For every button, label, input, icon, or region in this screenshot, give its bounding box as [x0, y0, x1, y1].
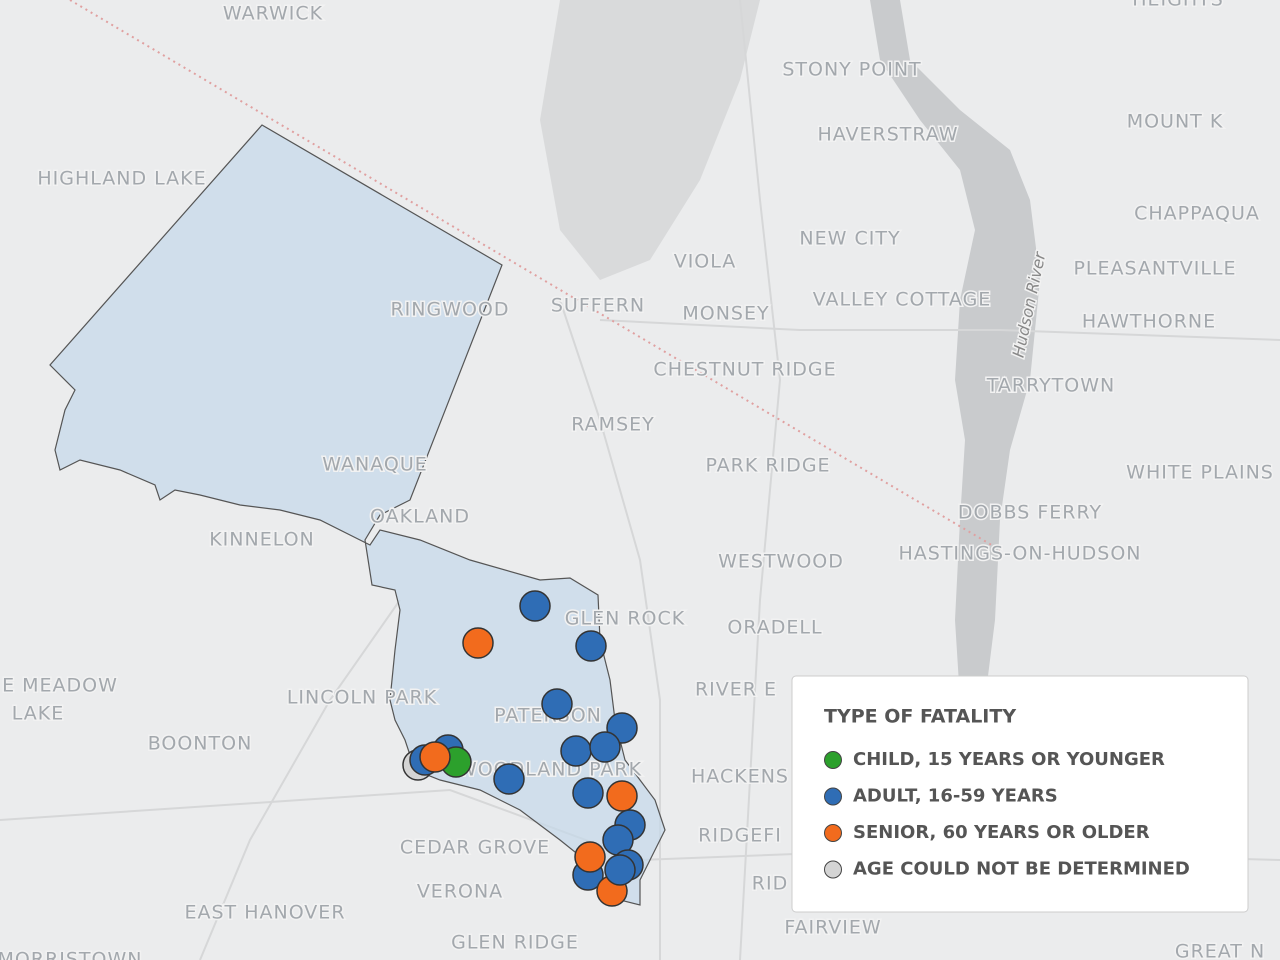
highland-area [540, 0, 760, 280]
place-label: FAIRVIEW [784, 917, 881, 939]
place-label: EAST HANOVER [184, 902, 345, 924]
fatality-marker [604, 854, 636, 886]
place-label: PLEASANTVILLE [1073, 258, 1236, 280]
place-label: VERONA [417, 881, 503, 903]
fatality-marker [589, 731, 621, 763]
place-label: LINCOLN PARK [287, 687, 437, 709]
place-label: NEW CITY [799, 228, 900, 250]
place-label: OAKLAND [370, 506, 470, 528]
place-label: BOONTON [148, 733, 253, 755]
fatality-marker [541, 688, 573, 720]
place-label: RID [752, 873, 788, 895]
legend-swatch [824, 824, 842, 842]
legend-box [791, 675, 1249, 913]
place-label: WHITE PLAINS [1126, 462, 1274, 484]
place-label: STONY POINT [782, 59, 921, 81]
state-border [69, 0, 1001, 551]
fatality-marker [519, 590, 551, 622]
place-label: HIGHLAND LAKE [37, 168, 206, 190]
place-label: HASTINGS-ON-HUDSON [898, 543, 1141, 565]
place-label: ORADELL [727, 617, 822, 639]
place-label: KINNELON [209, 529, 315, 551]
place-label: WESTWOOD [718, 551, 844, 573]
place-label: RIDGEFI [698, 825, 782, 847]
place-label: WANAQUE [322, 454, 428, 476]
fatality-marker [575, 630, 607, 662]
legend-label: CHILD, 15 YEARS OR YOUNGER [853, 749, 1165, 770]
place-label: HEIGHTS [1132, 0, 1224, 11]
place-label: DOBBS FERRY [958, 502, 1102, 524]
place-label: HACKENS [691, 766, 789, 788]
place-label: GLEN RIDGE [451, 932, 579, 954]
place-label: MOUNT K [1127, 111, 1224, 133]
place-label: VALLEY COTTAGE [813, 289, 992, 311]
place-label: RIVER E [695, 679, 777, 701]
legend: TYPE OF FATALITY CHILD, 15 YEARS OR YOUN… [791, 675, 1249, 913]
place-label: MORRISTOWN [0, 949, 142, 960]
legend-swatch [824, 751, 842, 769]
place-label: SUFFERN [551, 295, 645, 317]
legend-label: AGE COULD NOT BE DETERMINED [853, 859, 1190, 880]
place-label: GREAT N [1175, 941, 1265, 960]
place-label: CHESTNUT RIDGE [653, 359, 836, 381]
place-label: MONSEY [682, 303, 769, 325]
place-label: E MEADOW [2, 675, 118, 697]
place-label: WOODLAND PARK [458, 759, 642, 781]
place-label: RAMSEY [571, 414, 655, 436]
fatality-marker [574, 841, 606, 873]
place-label: CHAPPAQUA [1134, 203, 1260, 225]
fatality-marker [419, 741, 451, 773]
place-label: HAWTHORNE [1082, 311, 1216, 333]
place-label: CEDAR GROVE [400, 837, 550, 859]
place-label: PARK RIDGE [705, 455, 830, 477]
fatality-marker [493, 763, 525, 795]
county-outline [49, 124, 666, 906]
place-label: VIOLA [674, 251, 737, 273]
place-label: GLEN ROCK [565, 608, 685, 630]
hudson-river [870, 0, 1040, 700]
fatality-marker [572, 777, 604, 809]
place-label: TARRYTOWN [986, 375, 1115, 397]
place-label: WARWICK [223, 3, 323, 25]
legend-swatch [824, 787, 842, 806]
fatality-marker [606, 780, 638, 812]
legend-title: TYPE OF FATALITY [824, 706, 1016, 728]
legend-swatch [824, 860, 842, 879]
place-label: LAKE [12, 703, 64, 725]
place-label: HAVERSTRAW [817, 124, 958, 146]
place-label: RINGWOOD [390, 299, 509, 321]
fatality-marker [462, 627, 494, 659]
legend-label: SENIOR, 60 YEARS OR OLDER [853, 822, 1150, 843]
fatality-marker [560, 735, 592, 767]
legend-label: ADULT, 16-59 YEARS [853, 786, 1058, 807]
